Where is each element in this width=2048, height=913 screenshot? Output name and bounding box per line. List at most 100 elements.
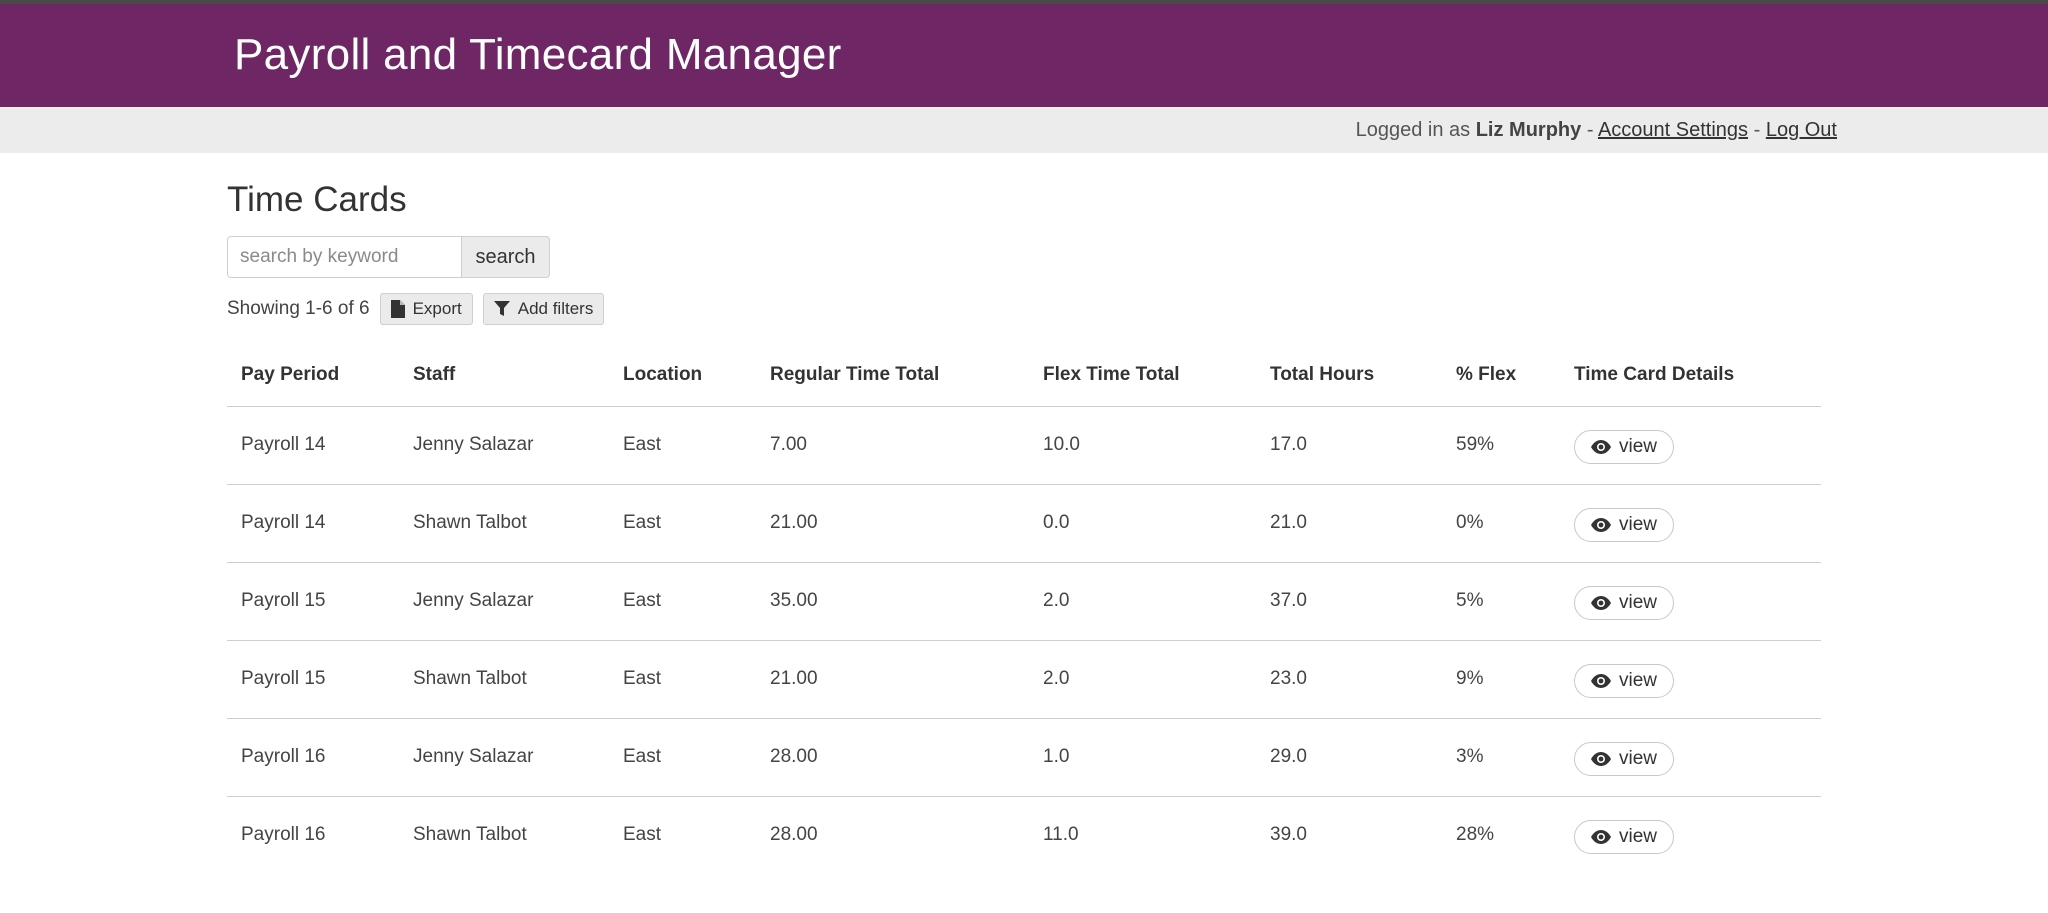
cell-regular: 28.00 — [756, 718, 1029, 797]
cell-location: East — [609, 562, 756, 641]
user-name: Liz Murphy — [1475, 119, 1582, 141]
cell-pct-flex: 59% — [1442, 406, 1560, 485]
cell-pay-period: Payroll 16 — [227, 718, 399, 797]
view-button[interactable]: view — [1574, 820, 1675, 855]
view-label: view — [1619, 514, 1658, 535]
eye-icon — [1591, 518, 1611, 532]
cell-details: view — [1560, 484, 1821, 563]
search-form: search — [227, 236, 550, 278]
cell-pay-period: Payroll 16 — [241, 824, 326, 846]
view-button[interactable]: view — [1574, 742, 1675, 776]
time-cards-table: Pay Period Staff Location Regular Time T… — [227, 344, 1821, 874]
view-label: view — [1619, 670, 1658, 691]
cell-staff: Shawn Talbot — [399, 484, 609, 563]
cell-location: East — [609, 406, 756, 485]
cell-pay-period: Payroll 15 — [227, 562, 399, 641]
export-button[interactable]: Export — [379, 293, 473, 325]
separator: - — [1753, 119, 1761, 141]
view-label: view — [1619, 436, 1658, 457]
cell-location: East — [609, 718, 756, 797]
cell-location: East — [623, 824, 662, 846]
cell-pct-flex: 28% — [1456, 824, 1495, 846]
table-row: Payroll 14 Jenny Salazar East 7.00 10.0 17.0 5… — [227, 406, 1821, 485]
column-header: Flex Time Total — [1029, 344, 1256, 407]
view-button[interactable]: view — [1574, 586, 1675, 620]
eye-icon — [1591, 596, 1611, 610]
eye-icon — [1591, 752, 1611, 766]
cell-staff: Jenny Salazar — [399, 718, 609, 797]
table-row: Payroll 16 Jenny Salazar East 28.00 1.0 29.0 3… — [227, 718, 1821, 797]
user-bar: Logged in as Liz Murphy - Account Settin… — [0, 107, 2048, 153]
file-icon — [390, 300, 405, 318]
column-header: Staff — [399, 344, 609, 407]
cell-flex: 11.0 — [1043, 824, 1079, 846]
view-label: view — [1619, 748, 1658, 769]
app-title: Payroll and Timecard Manager — [234, 30, 842, 79]
table-row: Payroll 15 Shawn Talbot East 21.00 2.0 23.0 9%… — [227, 640, 1821, 719]
table-header-row: Pay Period Staff Location Regular Time T… — [227, 344, 1821, 407]
cell-total: 39.0 — [1270, 824, 1307, 846]
view-label: view — [1619, 592, 1658, 613]
cell-regular: 28.00 — [770, 824, 818, 846]
eye-icon — [1591, 830, 1611, 845]
cell-pct-flex: 3% — [1442, 718, 1560, 797]
cell-pct-flex: 0% — [1442, 484, 1560, 563]
view-button[interactable]: view — [1574, 664, 1675, 698]
column-header: % Flex — [1442, 344, 1560, 407]
cell-flex: 2.0 — [1029, 640, 1256, 719]
cell-location: East — [609, 484, 756, 563]
cell-regular: 21.00 — [756, 484, 1029, 563]
column-header: Pay Period — [227, 344, 399, 407]
cell-pay-period: Payroll 14 — [227, 406, 399, 485]
cell-pay-period: Payroll 15 — [227, 640, 399, 719]
page-title: Time Cards — [227, 180, 407, 219]
column-header: Time Card Details — [1560, 344, 1821, 407]
eye-icon — [1591, 440, 1611, 454]
table-row: Payroll 16 Shawn Talbot East 28.00 11.0 39.0 2… — [227, 796, 1821, 874]
results-count: Showing 1-6 of 6 — [227, 298, 370, 319]
app-header: Payroll and Timecard Manager — [0, 4, 2048, 107]
cell-flex: 2.0 — [1029, 562, 1256, 641]
cell-details: view — [1560, 406, 1821, 485]
cell-total: 21.0 — [1256, 484, 1442, 563]
eye-icon — [1591, 674, 1611, 688]
cell-details: view — [1560, 718, 1821, 797]
cell-location: East — [609, 640, 756, 719]
cell-flex: 0.0 — [1029, 484, 1256, 563]
view-button[interactable]: view — [1574, 430, 1675, 464]
cell-staff: Shawn Talbot — [413, 824, 527, 846]
top-border — [0, 0, 2048, 4]
view-label: view — [1619, 826, 1658, 848]
search-button[interactable]: search — [461, 236, 550, 278]
cell-pay-period: Payroll 14 — [227, 484, 399, 563]
column-header: Total Hours — [1256, 344, 1442, 407]
log-out-link[interactable]: Log Out — [1765, 119, 1837, 141]
table-row: Payroll 15 Jenny Salazar East 35.00 2.0 37.0 5… — [227, 562, 1821, 641]
cell-total: 17.0 — [1256, 406, 1442, 485]
cell-pct-flex: 9% — [1442, 640, 1560, 719]
cell-flex: 1.0 — [1029, 718, 1256, 797]
cell-staff: Shawn Talbot — [399, 640, 609, 719]
add-filters-label: Add filters — [517, 299, 594, 318]
cell-total: 23.0 — [1256, 640, 1442, 719]
cell-regular: 7.00 — [756, 406, 1029, 485]
separator: - — [1586, 119, 1594, 141]
view-button[interactable]: view — [1574, 508, 1675, 542]
cell-total: 29.0 — [1256, 718, 1442, 797]
column-header: Regular Time Total — [756, 344, 1029, 407]
cell-staff: Jenny Salazar — [399, 406, 609, 485]
results-toolbar: Showing 1-6 of 6 Export Add filters — [227, 292, 614, 326]
search-input[interactable] — [227, 236, 461, 278]
account-settings-link[interactable]: Account Settings — [1597, 119, 1749, 141]
column-header: Location — [609, 344, 756, 407]
cell-details: view — [1560, 796, 1821, 874]
cell-pct-flex: 5% — [1442, 562, 1560, 641]
user-info: Logged in as Liz Murphy - Account Settin… — [1356, 119, 1837, 142]
cell-details: view — [1560, 640, 1821, 719]
cell-details: view — [1560, 562, 1821, 641]
filter-icon — [493, 301, 510, 316]
cell-flex: 10.0 — [1029, 406, 1256, 485]
cell-staff: Jenny Salazar — [399, 562, 609, 641]
cell-total: 37.0 — [1256, 562, 1442, 641]
add-filters-button[interactable]: Add filters — [482, 293, 605, 325]
